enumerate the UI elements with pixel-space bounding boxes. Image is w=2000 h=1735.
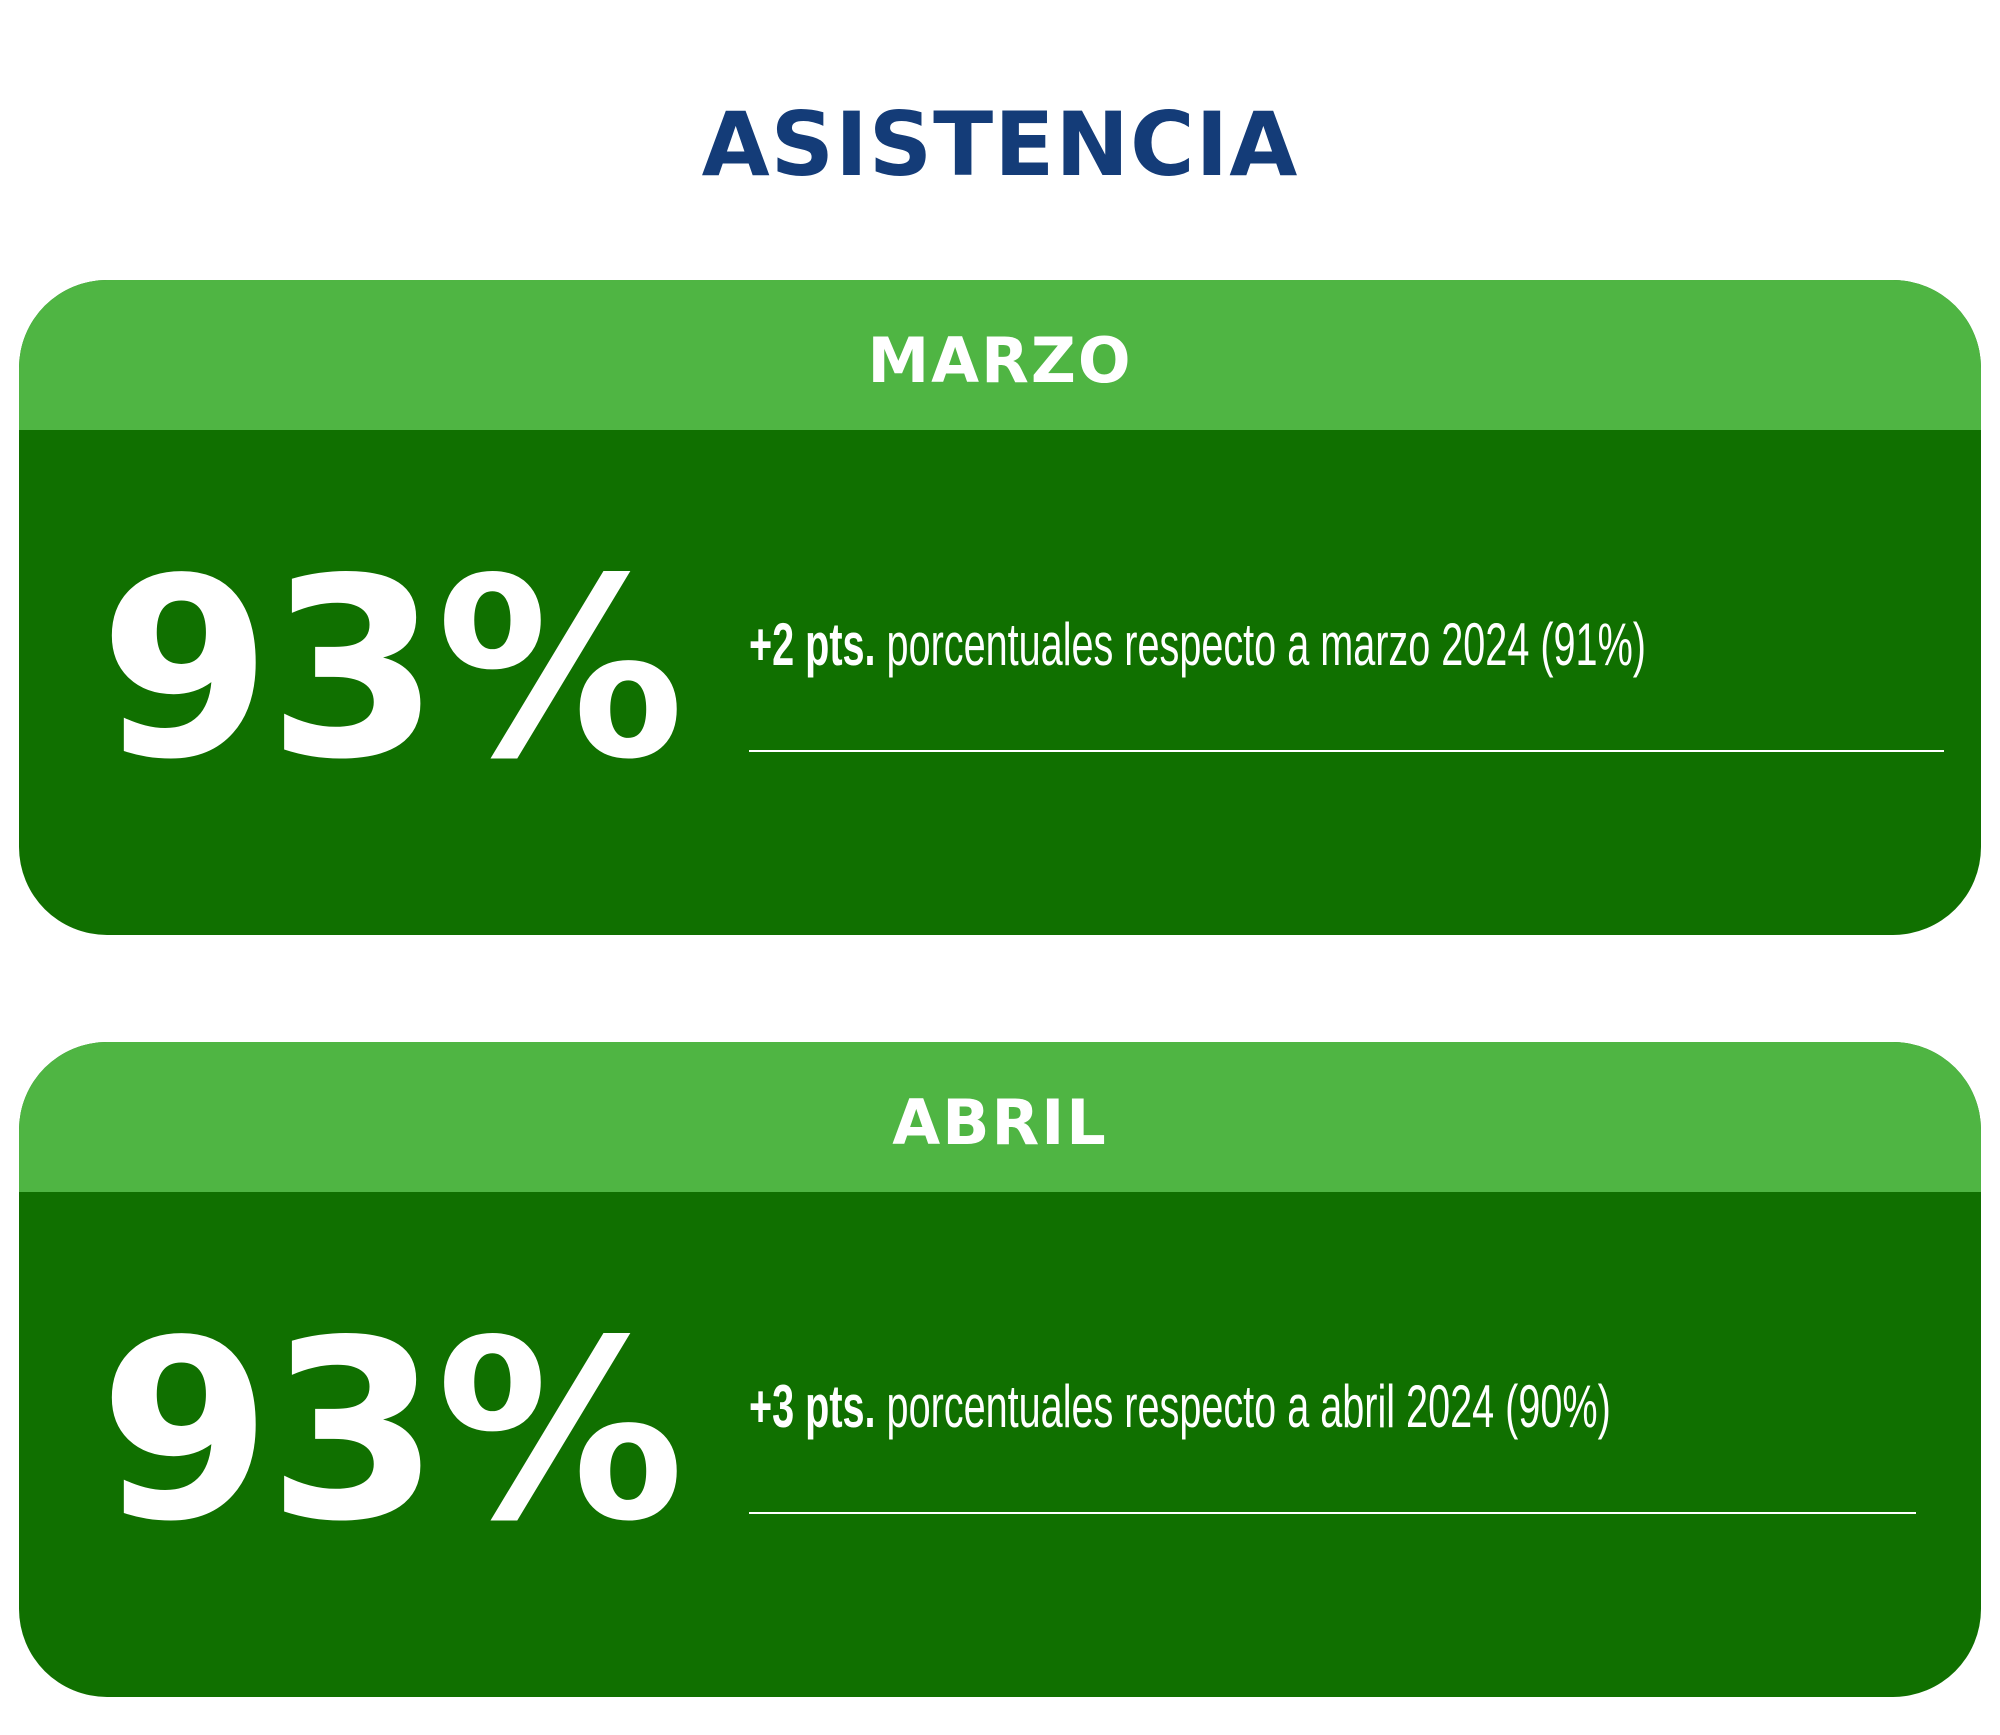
change-points: +2 pts. bbox=[749, 611, 876, 678]
change-text: porcentuales respecto a abril 2024 (90%) bbox=[875, 1373, 1611, 1440]
card-header: MARZO bbox=[19, 280, 1981, 430]
change-description: +3 pts. porcentuales respecto a abril 20… bbox=[749, 1372, 1611, 1442]
divider-line bbox=[749, 1512, 1916, 1514]
change-points: +3 pts. bbox=[749, 1373, 876, 1440]
card-month-label: MARZO bbox=[867, 324, 1133, 397]
attendance-card-march: MARZO 93% +2 pts. porcentuales respecto … bbox=[19, 280, 1981, 935]
change-text: porcentuales respecto a marzo 2024 (91%) bbox=[875, 611, 1646, 678]
attendance-card-april: ABRIL 93% +3 pts. porcentuales respecto … bbox=[19, 1042, 1981, 1697]
card-header: ABRIL bbox=[19, 1042, 1981, 1192]
attendance-percentage: 93% bbox=[99, 1288, 685, 1576]
change-description: +2 pts. porcentuales respecto a marzo 20… bbox=[749, 610, 1646, 680]
page-title: ASISTENCIA bbox=[701, 93, 1299, 196]
divider-line bbox=[749, 750, 1944, 752]
attendance-percentage: 93% bbox=[99, 526, 685, 814]
card-month-label: ABRIL bbox=[892, 1086, 1108, 1159]
